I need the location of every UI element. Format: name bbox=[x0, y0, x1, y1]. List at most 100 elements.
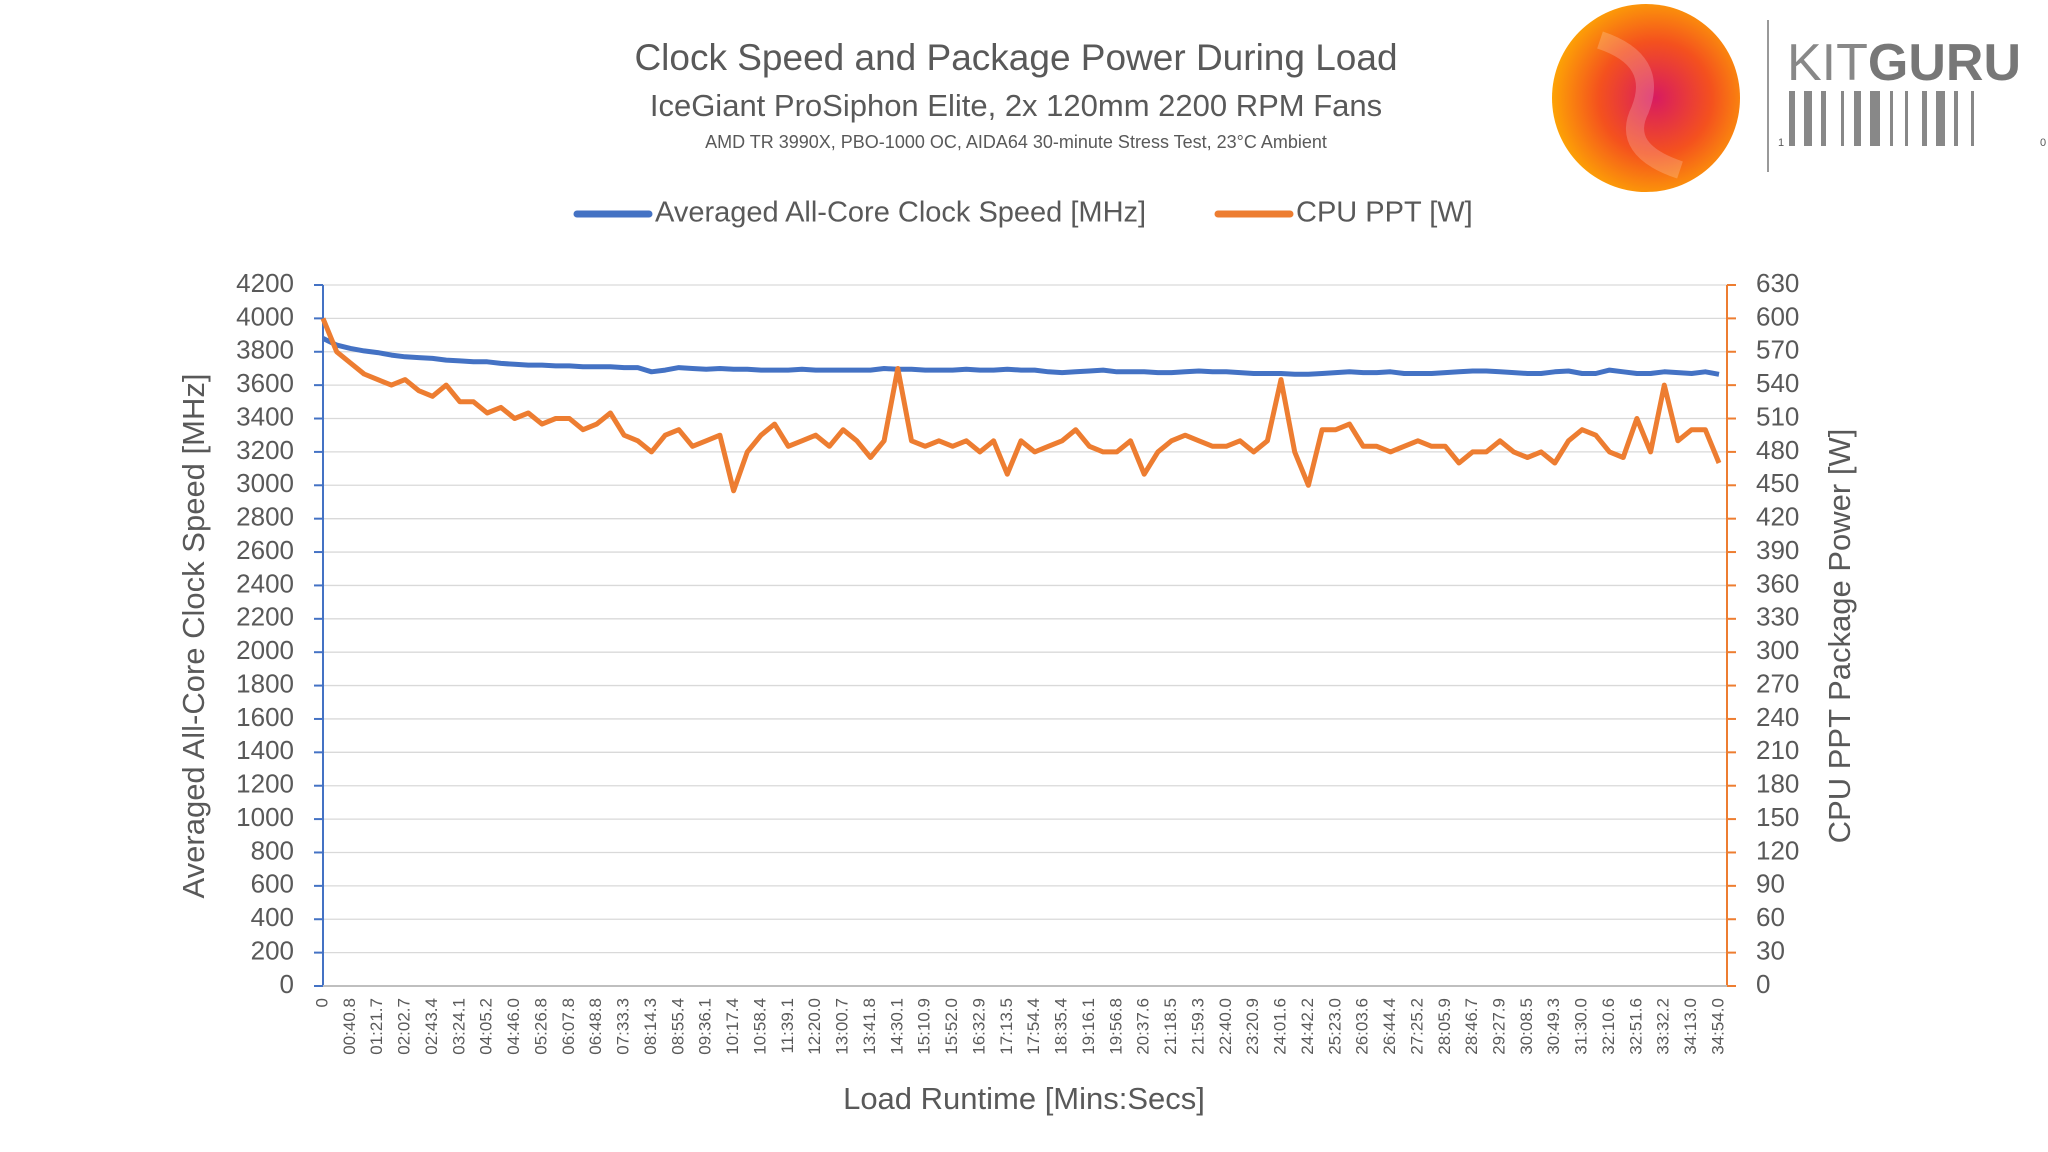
y-tick-label: 3200 bbox=[236, 435, 294, 465]
y2-tick-label: 210 bbox=[1756, 735, 1799, 765]
x-tick-label: 08:55.4 bbox=[668, 998, 687, 1055]
x-axis-title: Load Runtime [Mins:Secs] bbox=[843, 1081, 1205, 1116]
series-line bbox=[320, 317, 1722, 494]
x-tick-label: 25:23.0 bbox=[1325, 998, 1344, 1055]
x-tick-label: 28:05.9 bbox=[1435, 998, 1454, 1055]
barcode-bar bbox=[1890, 91, 1893, 146]
x-tick-label: 08:14.3 bbox=[641, 998, 660, 1055]
logo-digit: 0 bbox=[2040, 137, 2046, 149]
x-tick-label: 32:51.6 bbox=[1626, 998, 1645, 1055]
x-tick-label: 24:01.6 bbox=[1271, 998, 1290, 1055]
x-tick-label: 34:13.0 bbox=[1681, 998, 1700, 1055]
x-tick-label: 15:52.0 bbox=[942, 998, 961, 1055]
x-tick-label: 21:59.3 bbox=[1188, 998, 1207, 1055]
barcode-bar bbox=[1789, 91, 1795, 146]
y-tick-label: 200 bbox=[251, 935, 294, 965]
y2-tick-label: 420 bbox=[1756, 502, 1799, 532]
x-tick-label: 15:10.9 bbox=[915, 998, 934, 1055]
y2-tick-label: 270 bbox=[1756, 668, 1799, 698]
chart-caption: AMD TR 3990X, PBO-1000 OC, AIDA64 30-min… bbox=[705, 132, 1327, 152]
y-tick-label: 800 bbox=[251, 835, 294, 865]
y-tick-label: 0 bbox=[280, 969, 294, 999]
y2-tick-label: 240 bbox=[1756, 702, 1799, 732]
x-tick-label: 33:32.2 bbox=[1654, 998, 1673, 1055]
x-tick-label: 11:39.1 bbox=[778, 998, 797, 1053]
y2-tick-label: 480 bbox=[1756, 435, 1799, 465]
y2-tick-label: 390 bbox=[1756, 535, 1799, 565]
logo-swirl bbox=[1596, 31, 1684, 179]
y2-tick-label: 60 bbox=[1756, 902, 1785, 932]
chart-subtitle: IceGiant ProSiphon Elite, 2x 120mm 2200 … bbox=[650, 88, 1382, 123]
x-tick-label: 05:26.8 bbox=[531, 998, 550, 1055]
y2-tick-label: 300 bbox=[1756, 635, 1799, 665]
logo-emblem bbox=[1552, 4, 1740, 192]
x-tick-label: 21:18.5 bbox=[1161, 998, 1180, 1055]
barcode-bar bbox=[1854, 91, 1861, 146]
barcode-bar bbox=[1922, 91, 1927, 146]
x-tick-label: 29:27.9 bbox=[1490, 998, 1509, 1055]
series-line bbox=[321, 336, 1720, 377]
x-tick-label: 04:46.0 bbox=[504, 998, 523, 1055]
x-tick-label: 03:24.1 bbox=[449, 998, 468, 1055]
barcode-bar bbox=[1905, 91, 1908, 146]
x-tick-label: 18:35.4 bbox=[1052, 998, 1071, 1055]
barcode-bar bbox=[1870, 91, 1880, 146]
x-tick-label: 06:48.8 bbox=[586, 998, 605, 1055]
x-tick-label: 30:49.3 bbox=[1544, 998, 1563, 1055]
y2-tick-label: 0 bbox=[1756, 969, 1770, 999]
y2-tick-label: 330 bbox=[1756, 602, 1799, 632]
chart-title: Clock Speed and Package Power During Loa… bbox=[634, 37, 1397, 78]
x-tick-label: 13:41.8 bbox=[860, 998, 879, 1055]
x-tick-label: 27:25.2 bbox=[1407, 998, 1426, 1055]
x-tick-label: 17:54.4 bbox=[1024, 998, 1043, 1055]
x-tick-label: 07:33.3 bbox=[614, 998, 633, 1055]
x-tick-label: 31:30.0 bbox=[1572, 998, 1591, 1055]
x-tick-label: 17:13.5 bbox=[997, 998, 1016, 1055]
x-tick-label: 16:32.9 bbox=[969, 998, 988, 1055]
x-tick-label: 12:20.0 bbox=[805, 998, 824, 1055]
y-tick-label: 2600 bbox=[236, 535, 294, 565]
y2-tick-label: 90 bbox=[1756, 869, 1785, 899]
y-tick-label: 4200 bbox=[236, 268, 294, 298]
y2-tick-label: 510 bbox=[1756, 401, 1799, 431]
y-tick-label: 400 bbox=[251, 902, 294, 932]
y2-tick-label: 570 bbox=[1756, 335, 1799, 365]
y2-tick-label: 600 bbox=[1756, 301, 1799, 331]
x-tick-label: 19:16.1 bbox=[1079, 998, 1098, 1055]
y-tick-label: 2000 bbox=[236, 635, 294, 665]
x-tick-label: 02:43.4 bbox=[422, 998, 441, 1055]
x-tick-label: 26:03.6 bbox=[1353, 998, 1372, 1055]
x-tick-label: 13:00.7 bbox=[833, 998, 852, 1055]
x-tick-label: 19:56.8 bbox=[1106, 998, 1125, 1055]
barcode-bar bbox=[1821, 91, 1826, 146]
y-tick-label: 3000 bbox=[236, 468, 294, 498]
x-tick-label: 30:08.5 bbox=[1517, 998, 1536, 1055]
y-tick-label: 600 bbox=[251, 869, 294, 899]
x-tick-label: 09:36.1 bbox=[696, 998, 715, 1055]
legend-label: Averaged All-Core Clock Speed [MHz] bbox=[655, 197, 1146, 229]
x-tick-label: 26:44.4 bbox=[1380, 998, 1399, 1055]
y-tick-label: 3800 bbox=[236, 335, 294, 365]
y-tick-label: 1200 bbox=[236, 769, 294, 799]
y-tick-label: 1400 bbox=[236, 735, 294, 765]
x-tick-label: 02:02.7 bbox=[395, 998, 414, 1055]
y-tick-label: 2800 bbox=[236, 502, 294, 532]
logo-text: KITGURU bbox=[1787, 34, 2021, 92]
logo: KITGURU 1 0 bbox=[1552, 4, 2046, 192]
x-tick-label: 01:21.7 bbox=[367, 998, 386, 1055]
x-tick-label: 00:40.8 bbox=[340, 998, 359, 1055]
y2-tick-label: 150 bbox=[1756, 802, 1799, 832]
x-tick-label: 28:46.7 bbox=[1462, 998, 1481, 1055]
y2-tick-label: 450 bbox=[1756, 468, 1799, 498]
y-axis-title: Averaged All-Core Clock Speed [MHz] bbox=[176, 374, 211, 899]
y2-tick-label: 30 bbox=[1756, 935, 1785, 965]
barcode-bar bbox=[1971, 91, 1974, 146]
legend-label: CPU PPT [W] bbox=[1296, 197, 1473, 229]
y2-tick-label: 120 bbox=[1756, 835, 1799, 865]
logo-digit: 1 bbox=[1778, 137, 1784, 149]
x-tick-label: 04:05.2 bbox=[477, 998, 496, 1055]
y-tick-label: 2200 bbox=[236, 602, 294, 632]
y2-tick-label: 180 bbox=[1756, 769, 1799, 799]
y-tick-label: 1000 bbox=[236, 802, 294, 832]
